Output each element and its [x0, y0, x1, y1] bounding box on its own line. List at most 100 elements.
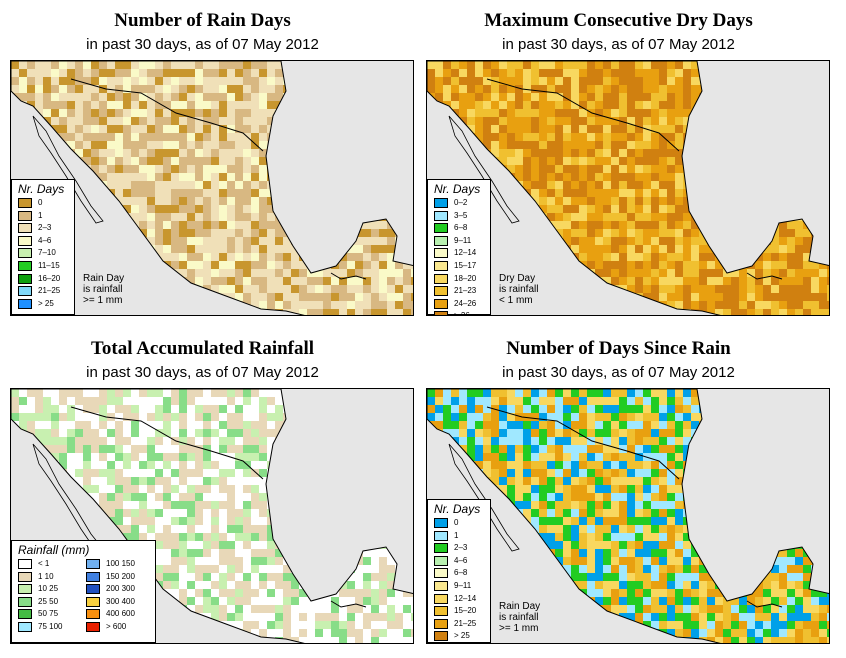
note-line: Dry Day [499, 273, 536, 284]
panel-subtitle: in past 30 days, as of 07 May 2012 [86, 364, 319, 381]
definition-note: Rain Day is rainfall >= 1 mm [499, 601, 540, 634]
guatemala-border [330, 600, 367, 608]
legend-label: 300 400 [106, 596, 135, 606]
legend-label: 12–14 [454, 593, 477, 603]
legend-title: Nr. Days [434, 182, 481, 196]
legend-swatch [434, 298, 448, 309]
coastline [427, 389, 829, 643]
panel-accumulated-rainfall: Total Accumulated Rainfall in past 30 da… [0, 328, 414, 648]
legend-label: 21–23 [454, 286, 477, 296]
panel-subtitle: in past 30 days, as of 07 May 2012 [86, 36, 319, 53]
legend-swatch [434, 248, 448, 259]
legend-swatch [434, 235, 448, 246]
legend-swatch [86, 559, 100, 569]
legend-label: > 26 [454, 311, 470, 316]
panel-subtitle: in past 30 days, as of 07 May 2012 [502, 364, 735, 381]
legend-label: 25 50 [38, 596, 59, 606]
legend-label: 9–11 [454, 235, 472, 245]
legend-label: 3–5 [454, 210, 468, 220]
legend-swatch [18, 298, 32, 309]
note-line: is rainfall [83, 284, 123, 295]
legend-swatch [434, 273, 448, 284]
legend-label: 11–15 [38, 261, 60, 270]
gulf-of-california [448, 443, 520, 552]
legend-label: 15–17 [454, 261, 477, 270]
legend-label: 0 [38, 198, 43, 207]
note-line: >= 1 mm [83, 295, 123, 306]
coastline [427, 61, 829, 315]
legend-swatch [434, 606, 448, 617]
guatemala-border [746, 272, 783, 280]
legend-swatch [18, 210, 32, 221]
map-days-since-rain: Nr. Days 0 1 2–3 4–6 6–8 9–11 12–14 15–20 21–25 >… [426, 388, 830, 644]
legend-swatch [18, 235, 32, 246]
coastline [11, 61, 413, 315]
legend-label: 50 75 [38, 609, 59, 619]
legend-swatch [86, 584, 100, 595]
legend-label: > 25 [454, 631, 470, 641]
legend-label: 200 300 [106, 584, 135, 594]
us-border [70, 406, 264, 480]
us-border [486, 406, 680, 480]
legend-label: 24–26 [454, 298, 477, 308]
legend: Nr. Days 0 1 2–3 4–6 7–10 11–15 16–20 21–25 > 25 [11, 179, 75, 315]
legend-swatch [86, 622, 100, 632]
legend-swatch [86, 609, 100, 620]
note-line: is rainfall [499, 612, 539, 623]
note-line: is rainfall [499, 284, 539, 295]
gulf-of-california [32, 115, 104, 224]
us-border [70, 78, 264, 152]
guatemala-border [330, 272, 367, 280]
legend-swatch [86, 571, 100, 582]
legend-swatch [434, 261, 448, 271]
panel-title: Maximum Consecutive Dry Days [484, 10, 753, 31]
map-dry-days: Nr. Days 0–2 3–5 6–8 9–11 12–14 15–17 18–20 21–… [426, 60, 830, 316]
legend-label: 6–8 [454, 568, 468, 578]
legend-label: 2–3 [454, 543, 468, 553]
legend-swatch [18, 571, 32, 582]
legend-label: 18–20 [454, 273, 477, 283]
legend-swatch [434, 530, 448, 541]
legend-label: 6–8 [454, 223, 468, 233]
map-canvas [11, 61, 413, 315]
legend-label: > 25 [38, 298, 54, 308]
legend-label: 21–25 [454, 618, 477, 628]
legend-label: 400 600 [106, 609, 135, 619]
legend-label: 100 150 [106, 559, 135, 568]
us-border [486, 78, 680, 152]
legend-label: 1 [454, 530, 459, 540]
legend-label: 1 [38, 210, 43, 220]
legend-label: 2–3 [38, 223, 52, 233]
legend-swatch [18, 223, 32, 234]
legend-label: 150 200 [106, 571, 135, 581]
legend-label: > 600 [106, 622, 127, 631]
legend-swatch [18, 622, 32, 632]
gulf-of-california [448, 115, 520, 224]
legend-swatch [434, 518, 448, 528]
legend-swatch [18, 273, 32, 284]
definition-note: Rain Day is rainfall >= 1 mm [83, 273, 124, 306]
legend-swatch [434, 555, 448, 566]
panel-dry-days: Maximum Consecutive Dry Days in past 30 … [416, 0, 830, 320]
legend-swatch [18, 559, 32, 569]
legend-swatch [18, 584, 32, 595]
note-line: >= 1 mm [499, 623, 539, 634]
map-accumulated-rainfall: Rainfall (mm) < 1 1 10 10 25 25 50 50 75 75 1… [10, 388, 414, 644]
legend-swatch [18, 248, 32, 259]
panel-days-since-rain: Number of Days Since Rain in past 30 day… [416, 328, 830, 648]
legend-swatch [434, 210, 448, 221]
legend-swatch [18, 261, 32, 271]
legend: Nr. Days 0–2 3–5 6–8 9–11 12–14 15–17 18–20 21–… [427, 179, 491, 315]
legend-swatch [86, 596, 100, 607]
legend-label: 75 100 [38, 622, 63, 631]
panel-subtitle: in past 30 days, as of 07 May 2012 [502, 36, 735, 53]
legend-swatch [434, 223, 448, 234]
legend-swatch [18, 198, 32, 208]
map-rain-days: Nr. Days 0 1 2–3 4–6 7–10 11–15 16–20 21–25 > 25… [10, 60, 414, 316]
legend-swatch [434, 543, 448, 554]
legend: Rainfall (mm) < 1 1 10 10 25 25 50 50 75 75 1… [11, 540, 156, 643]
legend-label: 12–14 [454, 248, 477, 258]
legend-label: 4–6 [454, 555, 468, 565]
panel-title: Total Accumulated Rainfall [90, 338, 315, 359]
legend-swatch [434, 593, 448, 604]
